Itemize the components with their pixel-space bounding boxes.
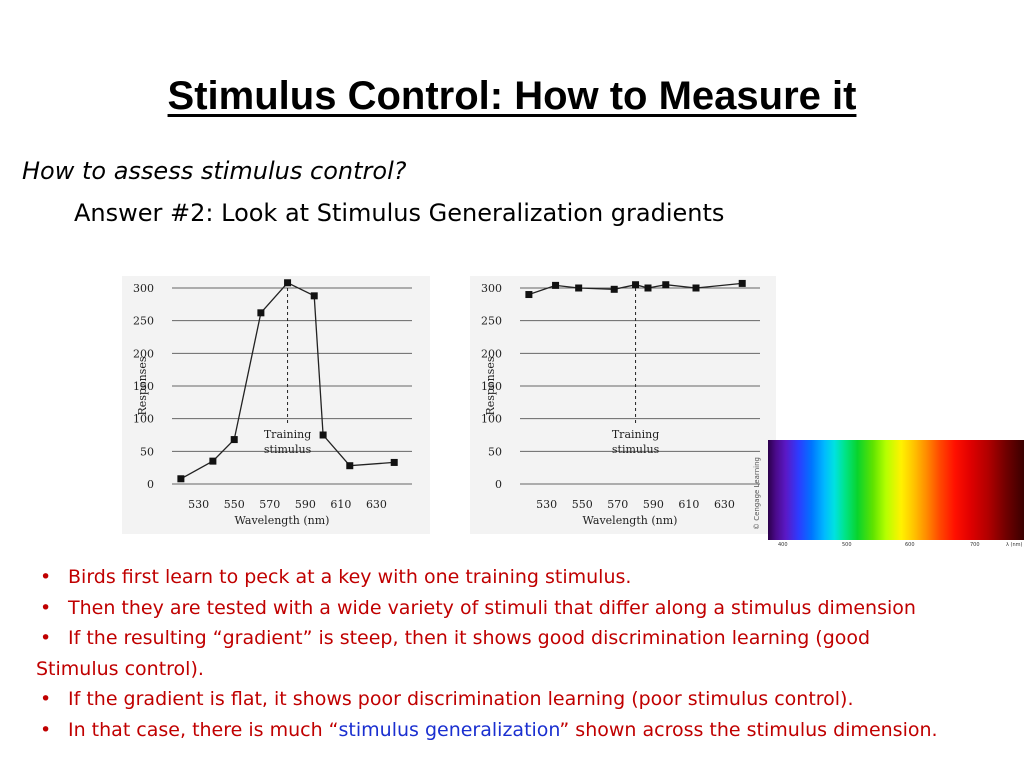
steep-gradient-plot: 0 50 100 150 200 250 300 530 550 570 590 610 630 Wave… — [133, 279, 412, 527]
y-tick-label: 150 — [481, 380, 502, 393]
y-tick-label: 300 — [481, 282, 502, 295]
x-tick-label: 590 — [295, 498, 316, 511]
data-point — [346, 462, 354, 470]
x-tick-label: 610 — [678, 498, 699, 511]
data-point — [662, 281, 670, 289]
spectrum-credit-text: © Cengage Learning — [753, 457, 761, 530]
spectrum-credit: © Cengage Learning — [748, 457, 766, 532]
spectrum-tick: 600 — [905, 542, 915, 548]
question-text: How to assess stimulus control? — [22, 157, 407, 185]
y-tick-label: 50 — [140, 445, 154, 458]
data-point — [319, 431, 327, 439]
spectrum-tick: 500 — [842, 542, 852, 548]
spectrum-tick: 700 — [970, 542, 980, 548]
generalization-gradient-flat-chart: 0 50 100 150 200 250 300 530 550 570 590 610 630 Wave… — [470, 276, 776, 534]
x-tick-label: 550 — [224, 498, 245, 511]
y-tick-label: 100 — [481, 413, 502, 426]
spectrum-color-bar — [768, 440, 1024, 540]
bullet-item: If the gradient is flat, it shows poor d… — [36, 684, 1024, 715]
annotation-label: stimulus — [264, 443, 312, 456]
slide-title: Stimulus Control: How to Measure it — [0, 72, 1024, 120]
x-tick-label: 630 — [714, 498, 735, 511]
data-point — [177, 475, 185, 483]
y-tick-label: 50 — [488, 445, 502, 458]
data-point — [525, 291, 533, 299]
answer-text: Answer #2: Look at Stimulus Generalizati… — [74, 199, 725, 227]
visible-light-spectrum — [768, 440, 1024, 540]
data-point — [310, 292, 318, 300]
y-axis-label: Responses — [484, 356, 497, 415]
data-point — [644, 284, 652, 292]
x-tick-label: 530 — [536, 498, 557, 511]
y-tick-label: 250 — [133, 315, 154, 328]
data-point — [257, 309, 265, 317]
annotation-label: Training — [612, 428, 659, 441]
x-tick-label: 570 — [259, 498, 280, 511]
data-point — [209, 457, 217, 465]
bullet-item: Birds first learn to peck at a key with … — [36, 562, 1024, 593]
bullet-item: If the resulting “gradient” is steep, th… — [36, 623, 1024, 684]
generalization-gradient-steep-chart: 0 50 100 150 200 250 300 530 550 570 590 610 630 Wave… — [122, 276, 430, 534]
data-point — [230, 436, 238, 444]
data-point — [284, 279, 292, 287]
bullet-text: If the gradient is flat, it shows poor d… — [68, 688, 854, 710]
slide-title-text: Stimulus Control: How to Measure it — [167, 74, 857, 118]
x-tick-label: 590 — [643, 498, 664, 511]
highlighted-term: stimulus generalization — [338, 718, 560, 741]
data-point — [552, 281, 560, 289]
bullet-continuation: Stimulus control). — [36, 657, 204, 680]
data-point — [575, 284, 583, 292]
bullet-text-post: ” shown across the stimulus dimension. — [559, 718, 938, 741]
data-point — [610, 285, 618, 293]
y-tick-label: 150 — [133, 380, 154, 393]
bullet-text: Birds first learn to peck at a key with … — [68, 566, 632, 588]
spectrum-tick: λ (nm) — [1006, 542, 1023, 548]
x-tick-label: 550 — [572, 498, 593, 511]
annotation-label: stimulus — [612, 443, 660, 456]
flat-gradient-plot: 0 50 100 150 200 250 300 530 550 570 590 610 630 Wave… — [481, 279, 760, 527]
y-tick-label: 0 — [147, 478, 154, 491]
x-tick-label: 630 — [366, 498, 387, 511]
y-tick-label: 200 — [481, 347, 502, 360]
y-tick-label: 0 — [495, 478, 502, 491]
data-point — [390, 458, 398, 466]
bullet-text-pre: In that case, there is much “ — [68, 718, 339, 741]
data-point — [632, 281, 640, 289]
spectrum-axis: 400 500 600 700 λ (nm) — [768, 540, 1024, 552]
data-point — [738, 279, 746, 287]
spectrum-tick: 400 — [778, 542, 788, 548]
annotation-label: Training — [264, 428, 311, 441]
y-axis-label: Responses — [136, 356, 149, 415]
y-tick-label: 200 — [133, 347, 154, 360]
bullet-text: If the resulting “gradient” is steep, th… — [68, 627, 871, 649]
y-tick-label: 300 — [133, 282, 154, 295]
x-axis-label: Wavelength (nm) — [235, 514, 330, 527]
x-tick-label: 610 — [330, 498, 351, 511]
x-tick-label: 530 — [188, 498, 209, 511]
bullet-list: Birds first learn to peck at a key with … — [36, 562, 1024, 745]
bullet-item: Then they are tested with a wide variety… — [36, 593, 1024, 624]
bullet-item: In that case, there is much “stimulus ge… — [36, 715, 1024, 746]
y-tick-label: 250 — [481, 315, 502, 328]
data-point — [692, 284, 700, 292]
x-tick-label: 570 — [607, 498, 628, 511]
y-tick-label: 100 — [133, 413, 154, 426]
bullet-text: Then they are tested with a wide variety… — [68, 596, 916, 619]
x-axis-label: Wavelength (nm) — [583, 514, 678, 527]
